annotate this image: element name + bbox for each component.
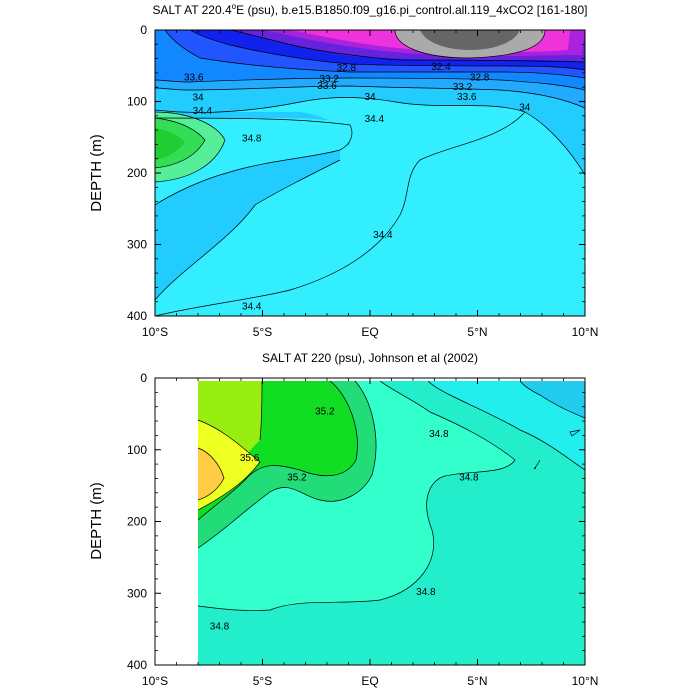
no-data-region bbox=[155, 378, 198, 665]
y-tick-label: 200 bbox=[127, 515, 147, 529]
bottom-panel: SALT AT 220 (psu), Johnson et al (2002) bbox=[88, 351, 598, 688]
contour-label: 35.2 bbox=[315, 406, 335, 417]
contour-line bbox=[197, 419, 261, 511]
x-tick-label: 5°S bbox=[253, 325, 272, 339]
x-tick-label: 10°S bbox=[142, 674, 168, 688]
top-panel-title: SALT AT 220.4oE (psu), b.e15.B1850.f09_g… bbox=[153, 2, 588, 17]
x-tick-label: 10°N bbox=[572, 674, 599, 688]
contour-line bbox=[155, 85, 585, 109]
fill-band bbox=[520, 381, 585, 418]
top-contour-fills bbox=[155, 30, 585, 316]
y-tick-label: 400 bbox=[127, 658, 147, 672]
contour-label: 34 bbox=[192, 92, 204, 103]
contour-line bbox=[155, 97, 585, 176]
y-tick-label: 200 bbox=[127, 166, 147, 180]
x-tick-label: 5°N bbox=[467, 325, 487, 339]
contour-line bbox=[155, 117, 353, 206]
fill-band bbox=[155, 149, 340, 300]
contour-label: 34.4 bbox=[193, 106, 213, 117]
contour-label: 34.8 bbox=[242, 133, 262, 144]
x-tick-label: 5°N bbox=[467, 674, 487, 688]
contour-line bbox=[164, 30, 585, 79]
x-tick-label: EQ bbox=[361, 325, 378, 339]
contour-label: 34.8 bbox=[416, 587, 436, 598]
contour-label: 34.8 bbox=[210, 622, 230, 633]
contour-line bbox=[155, 159, 341, 301]
x-tick-label: EQ bbox=[361, 674, 378, 688]
contour-label: 33.2 bbox=[453, 82, 473, 93]
contour-line bbox=[197, 380, 377, 549]
y-tick-label: 300 bbox=[127, 238, 147, 252]
x-tick-label: 5°S bbox=[253, 674, 272, 688]
contour-line bbox=[189, 30, 585, 71]
y-tick-label: 0 bbox=[140, 371, 147, 385]
top-axes: 10°S 5°S EQ 5°N 10°N 0 100 200 300 400 bbox=[127, 23, 598, 339]
contour-label: 34.8 bbox=[459, 472, 479, 483]
contour-label: 32.4 bbox=[431, 62, 451, 73]
contour-label: 34 bbox=[519, 103, 531, 114]
contour-line bbox=[519, 380, 585, 419]
contour-label: 34.4 bbox=[242, 301, 262, 312]
contour-line bbox=[394, 30, 546, 59]
top-y-axis-label: DEPTH (m) bbox=[88, 134, 105, 212]
top-panel: SALT AT 220.4oE (psu), b.e15.B1850.f09_g… bbox=[88, 2, 598, 339]
contour-label: 32.8 bbox=[337, 63, 357, 74]
contour-line bbox=[197, 380, 358, 521]
contour-line bbox=[197, 380, 516, 611]
bottom-contour-fills bbox=[197, 380, 585, 665]
top-contour-labels: 33.632.833.233.63434.434.83434.432.432.8… bbox=[184, 62, 531, 313]
x-tick-label: 10°S bbox=[142, 325, 168, 339]
contour-line bbox=[155, 117, 206, 169]
contour-line bbox=[427, 380, 585, 471]
x-tick-label: 10°N bbox=[572, 325, 599, 339]
contour-line bbox=[569, 429, 581, 437]
contour-label: 35.6 bbox=[240, 453, 260, 464]
fill-band bbox=[198, 448, 224, 500]
contour-line bbox=[534, 459, 541, 470]
contour-label: 34 bbox=[364, 92, 376, 103]
contour-label: 32.8 bbox=[470, 72, 490, 83]
fill-band bbox=[155, 128, 185, 160]
contour-label: 33.6 bbox=[317, 81, 337, 92]
bottom-axes: 10°S 5°S EQ 5°N 10°N 0 100 200 300 400 bbox=[127, 371, 598, 688]
y-tick-label: 100 bbox=[127, 443, 147, 457]
contour-label: 33.6 bbox=[184, 72, 204, 83]
contour-line bbox=[155, 111, 526, 316]
fill-band bbox=[420, 30, 520, 50]
y-tick-label: 300 bbox=[127, 586, 147, 600]
contour-line bbox=[197, 447, 225, 501]
contour-label: 33.6 bbox=[457, 92, 477, 103]
contour-label: 34.4 bbox=[373, 230, 393, 241]
bottom-contour-labels: 35.2 35.6 35.2 34.8 34.8 34.8 34.8 bbox=[210, 406, 479, 632]
contour-label: 34.4 bbox=[365, 114, 385, 125]
contour-label: 34.8 bbox=[429, 429, 449, 440]
bottom-panel-title: SALT AT 220 (psu), Johnson et al (2002) bbox=[262, 351, 478, 365]
y-tick-label: 400 bbox=[127, 309, 147, 323]
contour-label: 35.2 bbox=[287, 472, 307, 483]
contour-line bbox=[259, 380, 263, 441]
y-tick-label: 100 bbox=[127, 95, 147, 109]
contour-line bbox=[155, 111, 226, 183]
bottom-y-axis-label: DEPTH (m) bbox=[88, 482, 105, 560]
contour-line bbox=[155, 77, 585, 91]
contour-line bbox=[229, 30, 585, 63]
contour-label: 33.2 bbox=[319, 74, 339, 85]
y-tick-label: 0 bbox=[140, 23, 147, 37]
